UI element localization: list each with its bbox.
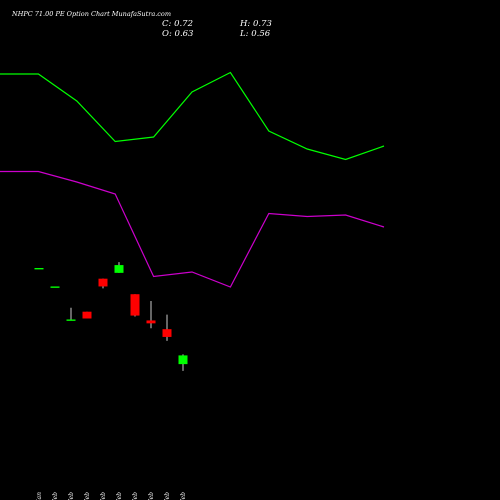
candle-body [114, 265, 124, 273]
high-value: H: 0.73 [240, 19, 272, 29]
date-label: 27 Feb [180, 492, 187, 500]
date-label: 20 Feb [100, 492, 107, 500]
candle-body [66, 319, 76, 321]
candle [130, 294, 140, 317]
candle [178, 354, 188, 371]
candle [146, 301, 156, 329]
date-label: 26 Feb [164, 492, 171, 500]
date-axis-labels: 30 Jan 10 Feb 17 Feb 19 Feb 20 Feb 21 Feb 24 F… [36, 492, 187, 500]
date-label: 10 Feb [52, 492, 59, 500]
candle [114, 262, 124, 273]
candle-body [34, 268, 44, 270]
candle-body [50, 286, 60, 288]
candle-body [82, 311, 92, 319]
candle-body [178, 355, 188, 365]
lower-indicator-line [0, 170, 385, 288]
date-label: 21 Feb [116, 492, 123, 500]
date-label: 17 Feb [68, 492, 75, 500]
chart-title: NHPC 71.00 PE Option Chart MunafaSutra.c… [12, 10, 171, 18]
date-label: 25 Feb [148, 492, 155, 500]
open-value: O: 0.63 [162, 29, 194, 39]
candle [50, 286, 60, 288]
candle [34, 268, 44, 270]
candle [98, 278, 108, 289]
candle [162, 314, 172, 341]
candle-body [162, 329, 172, 337]
close-value: C: 0.72 [162, 19, 193, 29]
candle [66, 307, 76, 321]
candle-body [130, 294, 140, 316]
candles [34, 262, 188, 371]
indicator-lines [0, 71, 385, 288]
date-label: 19 Feb [84, 492, 91, 500]
date-label: 30 Jan [36, 492, 43, 500]
candle-body [98, 278, 108, 287]
date-label: 24 Feb [132, 492, 139, 500]
upper-indicator-line [0, 71, 385, 161]
low-value: L: 0.56 [240, 29, 271, 39]
candle [82, 311, 92, 319]
candle-body [146, 320, 156, 324]
